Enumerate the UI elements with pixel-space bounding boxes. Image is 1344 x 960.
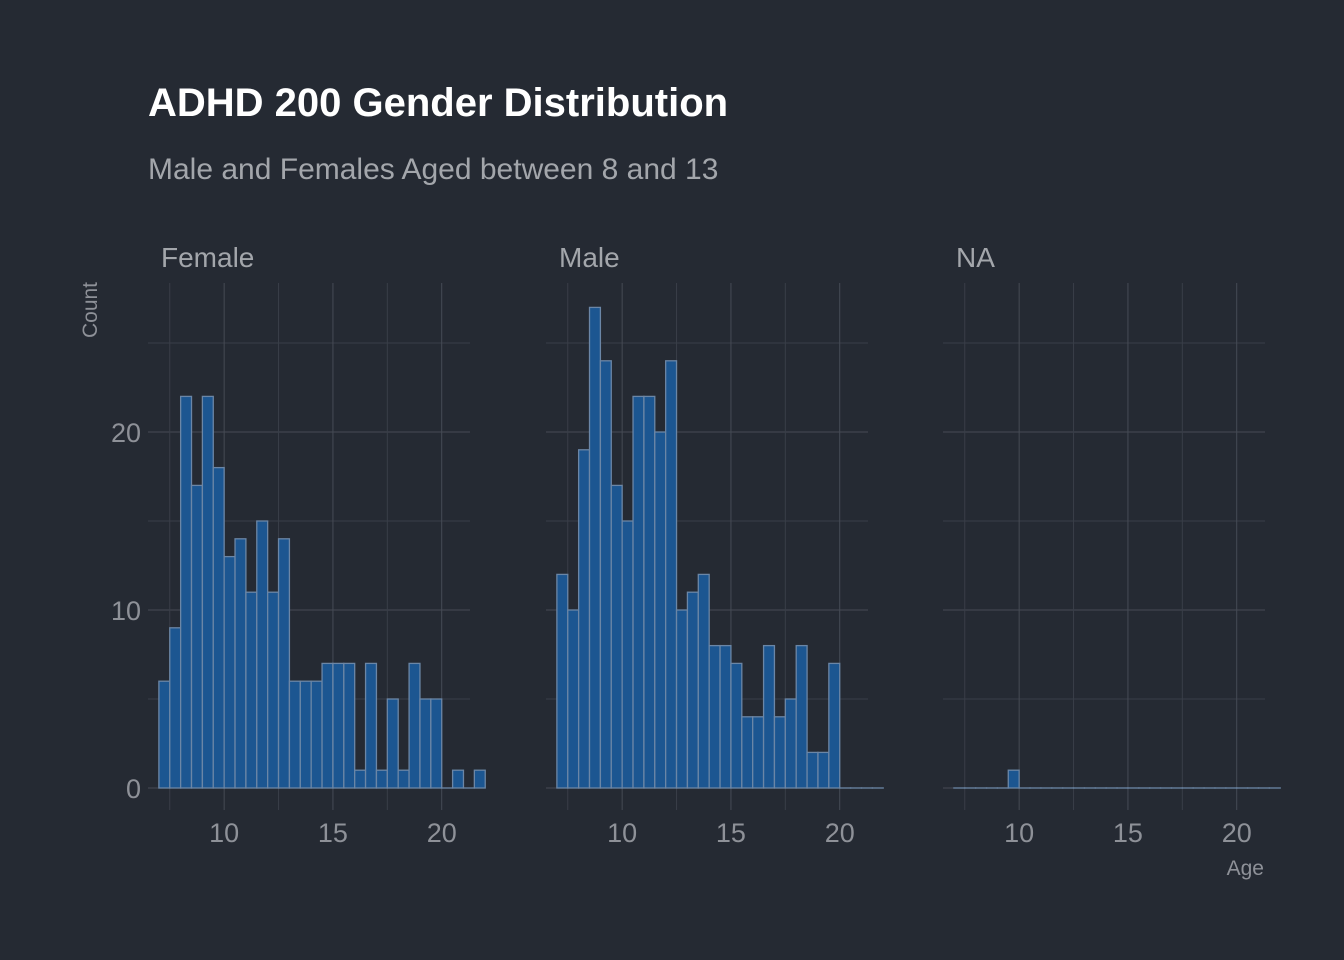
histogram-bar [675,609,689,789]
histogram-bar [621,520,634,789]
histogram-bar [806,751,819,789]
histogram-bar [321,662,334,789]
histogram-bar [158,680,171,789]
x-tick-label: 15 [1113,818,1143,848]
histogram-bar [364,662,378,789]
histogram-bar [169,627,182,789]
histogram-bar [795,644,808,789]
histogram-bar [665,360,678,789]
histogram-bar [599,360,612,789]
histogram-bar [212,466,225,789]
histogram-bar [408,662,421,789]
facet-label: NA [956,242,995,273]
histogram-bar [828,662,841,789]
x-tick-label: 10 [607,818,637,848]
y-tick-label: 10 [111,596,141,626]
x-axis-label: Age [1227,857,1264,880]
histogram-bar [299,680,312,789]
facet-panels: Female 10 15 20 0 10 20 Male 10 15 20 NA 10 15 20 [111,242,1281,848]
histogram-bar [179,395,193,789]
histogram-bar [256,520,269,789]
facet-panel-female: Female 10 15 20 0 10 20 [111,242,486,848]
histogram-bar [762,644,776,789]
histogram-bar [741,716,754,789]
x-tick-label: 15 [716,818,746,848]
histogram-bar [332,662,345,789]
histogram-bar [430,698,443,789]
histogram-bar [386,698,399,789]
x-tick-label: 10 [1004,818,1034,848]
histogram-bar [577,449,591,789]
histogram-bar [654,431,667,789]
y-tick-label: 20 [111,418,141,448]
histogram-bar [784,698,797,789]
facet-panel-na: NA 10 15 20 [943,242,1281,848]
x-tick-label: 20 [825,818,855,848]
histogram-bar [556,573,569,789]
histogram-bar [451,769,465,789]
histogram-bar [245,591,258,789]
histogram-bar [773,716,786,789]
chart-title: ADHD 200 Gender Distribution [148,81,728,125]
histogram-bar [288,680,301,789]
histogram-bar [632,395,645,789]
histogram-bar [643,395,656,789]
histogram-bar [567,609,580,789]
histogram-bar [817,751,830,789]
chart-subtitle: Male and Females Aged between 8 and 13 [148,153,718,186]
histogram-bar [473,769,486,789]
histogram-bar [588,306,602,789]
y-tick-label: 0 [126,774,141,804]
histogram-bar [375,769,388,789]
x-tick-label: 15 [318,818,348,848]
histogram-bar [419,698,432,789]
histogram-bar [719,644,732,789]
x-tick-label: 20 [1222,818,1252,848]
histogram-bar [354,769,367,789]
facet-label: Male [559,242,620,273]
histogram-bar [730,662,743,789]
x-tick-label: 20 [427,818,457,848]
histogram-bar [686,591,699,789]
histogram-bar [697,573,710,789]
histogram-bar [277,538,291,789]
histogram-bar [708,644,721,789]
histogram-bar [234,538,247,789]
histogram-bar [267,591,280,789]
histogram-bar [190,484,204,789]
facet-panel-male: Male 10 15 20 [546,242,884,848]
histogram-bar [1007,769,1020,789]
x-tick-label: 10 [209,818,239,848]
histogram-bar [397,769,410,789]
histogram-bar [343,662,356,789]
y-axis-label: Count [79,282,102,338]
histogram-bar [752,716,765,789]
facet-label: Female [161,242,254,273]
histogram-bar [310,680,323,789]
histogram-bar [201,395,214,789]
histogram-bar [223,555,236,789]
histogram-bar [610,484,623,789]
